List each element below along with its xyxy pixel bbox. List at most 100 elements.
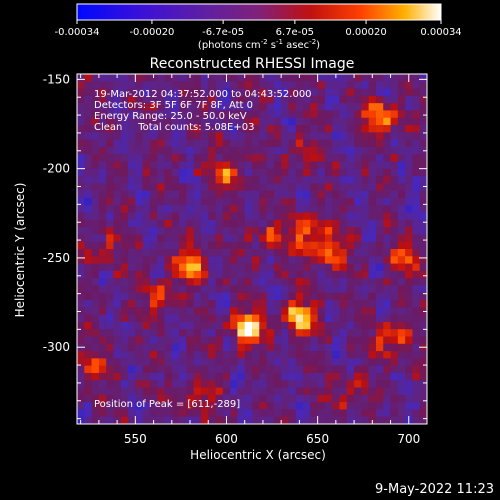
heatmap-cell	[128, 110, 136, 119]
heatmap-cell	[281, 219, 290, 228]
heatmap-cell	[419, 190, 427, 199]
heatmap-cell	[91, 394, 100, 403]
heatmap-cell	[157, 168, 166, 177]
heatmap-cell	[368, 387, 377, 396]
heatmap-cell	[405, 88, 414, 97]
heatmap-cell	[244, 343, 253, 352]
heatmap-cell	[288, 263, 297, 272]
heatmap-cell	[288, 212, 297, 221]
heatmap-cell	[383, 212, 392, 221]
heatmap-cell	[412, 372, 421, 381]
heatmap-cell	[84, 249, 93, 257]
heatmap-cell	[91, 241, 100, 250]
heatmap-cell	[332, 263, 341, 272]
heatmap-cell	[405, 365, 414, 374]
heatmap-cell	[186, 81, 195, 90]
heatmap-cell	[281, 380, 290, 389]
heatmap-cell	[230, 365, 239, 374]
heatmap-cell	[303, 402, 311, 411]
heatmap-cell	[120, 409, 129, 418]
heatmap-cell	[135, 95, 144, 104]
heatmap-cell	[310, 168, 319, 177]
heatmap-cell	[324, 81, 333, 90]
heatmap-cell	[252, 336, 260, 345]
heatmap-cell	[200, 146, 209, 155]
heatmap-cell	[375, 372, 384, 381]
heatmap-cell	[157, 95, 166, 104]
heatmap-cell	[281, 197, 290, 206]
heatmap-cell	[91, 154, 100, 163]
heatmap-cell	[273, 365, 282, 374]
heatmap-cell	[179, 103, 187, 112]
heatmap-cell	[288, 74, 297, 82]
heatmap-cell	[383, 95, 392, 104]
heatmap-cell	[259, 402, 268, 411]
heatmap-cell	[397, 168, 406, 177]
heatmap-cell	[324, 300, 333, 308]
heatmap-cell	[383, 278, 392, 287]
heatmap-cell	[113, 263, 122, 272]
heatmap-cell	[259, 329, 268, 338]
heatmap-cell	[339, 409, 348, 418]
heatmap-cell	[303, 365, 311, 374]
heatmap-cell	[303, 168, 311, 177]
heatmap-cell	[295, 117, 304, 126]
heatmap-cell	[98, 190, 107, 199]
heatmap-cell	[142, 81, 151, 90]
heatmap-cell	[230, 227, 239, 236]
heatmap-cell	[375, 205, 384, 214]
heatmap-cell	[171, 358, 180, 367]
heatmap-cell	[200, 256, 209, 265]
heatmap-cell	[397, 125, 406, 133]
heatmap-cell	[354, 161, 362, 170]
heatmap-cell	[244, 74, 253, 82]
heatmap-cell	[317, 321, 326, 330]
heatmap-cell	[405, 81, 414, 90]
heatmap-cell	[149, 307, 158, 316]
heatmap-cell	[84, 197, 93, 206]
heatmap-cell	[317, 212, 326, 221]
heatmap-cell	[383, 256, 392, 265]
heatmap-cell	[193, 205, 202, 214]
heatmap-cell	[295, 270, 304, 279]
heatmap-cell	[310, 285, 319, 294]
heatmap-cell	[397, 183, 406, 192]
heatmap-cell	[142, 161, 151, 170]
heatmap-cell	[252, 409, 260, 418]
heatmap-cell	[324, 351, 333, 359]
heatmap-cell	[186, 190, 195, 199]
heatmap-cell	[128, 117, 136, 126]
heatmap-cell	[113, 125, 122, 133]
heatmap-cell	[303, 329, 311, 338]
heatmap-cell	[186, 234, 195, 243]
heatmap-cell	[77, 263, 85, 272]
heatmap-cell	[84, 183, 93, 192]
heatmap-cell	[128, 168, 136, 177]
heatmap-cell	[252, 212, 260, 221]
heatmap-cell	[193, 241, 202, 250]
heatmap-cell	[288, 81, 297, 90]
heatmap-cell	[106, 176, 115, 184]
heatmap-cell	[324, 74, 333, 82]
heatmap-cell	[120, 205, 129, 214]
heatmap-cell	[354, 219, 362, 228]
heatmap-cell	[230, 190, 239, 199]
heatmap-cell	[339, 117, 348, 126]
heatmap-cell	[317, 409, 326, 418]
heatmap-cell	[200, 307, 209, 316]
heatmap-cell	[303, 219, 311, 228]
heatmap-cell	[237, 168, 246, 177]
heatmap-cell	[164, 176, 173, 184]
heatmap-cell	[84, 307, 93, 316]
heatmap-cell	[77, 139, 85, 148]
heatmap-cell	[295, 161, 304, 170]
heatmap-cell	[405, 372, 414, 381]
heatmap-cell	[339, 416, 348, 424]
heatmap-cell	[215, 292, 224, 301]
heatmap-cell	[324, 409, 333, 418]
heatmap-cell	[142, 372, 151, 381]
heatmap-cell	[252, 219, 260, 228]
heatmap-cell	[281, 212, 290, 221]
heatmap-cell	[354, 285, 362, 294]
heatmap-cell	[368, 227, 377, 236]
